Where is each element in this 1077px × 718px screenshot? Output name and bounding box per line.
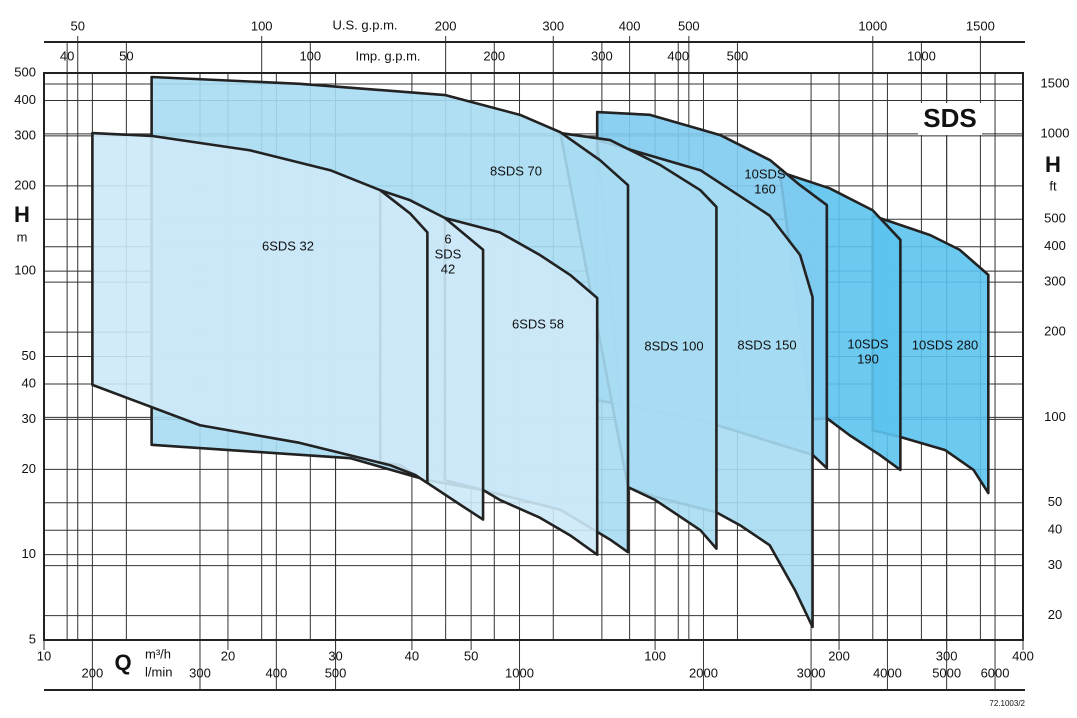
right-tick-label: 20	[1048, 607, 1062, 622]
y-tick-label: 30	[22, 411, 36, 426]
tick-label: 30	[328, 648, 342, 663]
top-axis-label: U.S. g.p.m.	[332, 17, 397, 32]
tick-label: 500	[325, 665, 347, 680]
y-axis-unit: m	[17, 229, 28, 244]
region-label: SDS	[435, 246, 462, 261]
right-tick-label: 200	[1044, 324, 1066, 339]
x-axis-label: Q	[114, 650, 131, 675]
tick-label: 500	[678, 18, 700, 33]
footnote: 72.1003/2	[989, 699, 1025, 708]
top-axis-2-label: Imp. g.p.m.	[355, 48, 420, 63]
y-tick-label: 300	[14, 127, 36, 142]
tick-label: 400	[265, 665, 287, 680]
region-label: 8SDS 70	[490, 163, 542, 178]
right-tick-label: 400	[1044, 238, 1066, 253]
region-label: 6	[444, 231, 451, 246]
tick-label: 300	[542, 18, 564, 33]
tick-label: 2000	[689, 665, 718, 680]
y-tick-label: 400	[14, 92, 36, 107]
right-tick-label: 100	[1044, 409, 1066, 424]
region-label: 8SDS 100	[644, 338, 703, 353]
tick-label: 50	[119, 48, 133, 63]
pump-region	[91, 131, 429, 485]
region-label: 10SDS	[847, 336, 889, 351]
region-label: 42	[441, 261, 455, 276]
right-axis-unit: ft	[1049, 178, 1057, 193]
tick-label: 200	[483, 48, 505, 63]
y-tick-label: 50	[22, 348, 36, 363]
tick-label: 50	[71, 18, 85, 33]
x-axis-unit: m³/h	[145, 646, 171, 661]
tick-label: 100	[251, 18, 273, 33]
chart-title: SDS	[923, 103, 976, 133]
tick-label: 400	[667, 48, 689, 63]
tick-label: 400	[1012, 648, 1034, 663]
tick-label: 400	[619, 18, 641, 33]
tick-label: 50	[464, 648, 478, 663]
tick-label: 1000	[858, 18, 887, 33]
y-tick-label: 100	[14, 263, 36, 278]
tick-label: 4000	[873, 665, 902, 680]
tick-label: 200	[82, 665, 104, 680]
tick-label: 100	[644, 648, 666, 663]
y-tick-label: 5	[29, 631, 36, 646]
tick-label: 1000	[505, 665, 534, 680]
right-tick-label: 50	[1048, 494, 1062, 509]
region-label: 6SDS 32	[262, 238, 314, 253]
right-tick-label: 500	[1044, 211, 1066, 226]
right-tick-label: 300	[1044, 274, 1066, 289]
y-tick-label: 500	[14, 64, 36, 79]
bottom-axis-2-label: l/min	[145, 664, 172, 679]
tick-label: 3000	[797, 665, 826, 680]
y-tick-label: 20	[22, 461, 36, 476]
tick-label: 300	[189, 665, 211, 680]
region-label: 190	[857, 351, 879, 366]
tick-label: 6000	[981, 665, 1010, 680]
tick-label: 300	[591, 48, 613, 63]
tick-label: 20	[221, 648, 235, 663]
region-label: 8SDS 150	[737, 337, 796, 352]
tick-label: 40	[60, 48, 74, 63]
y-tick-label: 10	[22, 546, 36, 561]
y-tick-label: 40	[22, 375, 36, 390]
right-tick-label: 1500	[1041, 75, 1070, 90]
region-label: 10SDS	[744, 166, 786, 181]
y-tick-label: 200	[14, 177, 36, 192]
right-tick-label: 1000	[1041, 125, 1070, 140]
tick-label: 1500	[966, 18, 995, 33]
tick-label: 100	[299, 48, 321, 63]
tick-label: 200	[435, 18, 457, 33]
plot-frame	[43, 72, 1024, 641]
y-axis-label: H	[14, 202, 30, 227]
right-tick-label: 40	[1048, 522, 1062, 537]
region-label: 6SDS 58	[512, 316, 564, 331]
tick-label: 500	[727, 48, 749, 63]
region-label: 10SDS 280	[912, 337, 979, 352]
region-label: 160	[754, 181, 776, 196]
title-box	[918, 103, 982, 135]
tick-label: 1000	[907, 48, 936, 63]
tick-label: 40	[405, 648, 419, 663]
right-axis-label: H	[1045, 152, 1061, 177]
tick-label: 200	[828, 648, 850, 663]
tick-label: 10	[37, 648, 51, 663]
right-tick-label: 30	[1048, 557, 1062, 572]
tick-label: 300	[936, 648, 958, 663]
tick-label: 5000	[932, 665, 961, 680]
